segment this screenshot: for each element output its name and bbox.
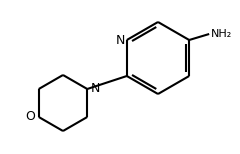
Text: O: O [25, 111, 35, 124]
Text: N: N [116, 34, 126, 47]
Text: N: N [91, 83, 101, 95]
Text: NH₂: NH₂ [211, 29, 232, 39]
